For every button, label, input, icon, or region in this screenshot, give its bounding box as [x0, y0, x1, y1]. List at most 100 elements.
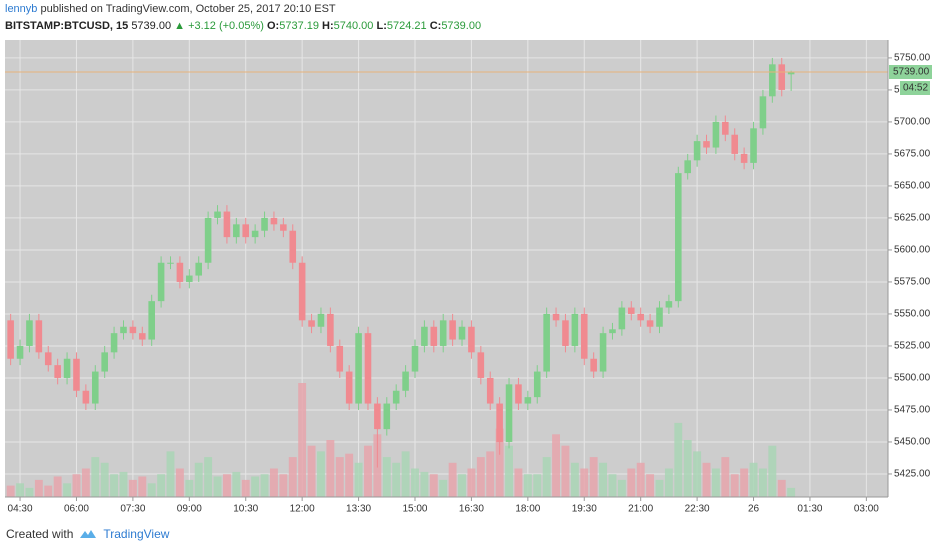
volume-bar: [758, 468, 767, 497]
candle-body: [214, 211, 221, 218]
candle-body: [637, 313, 644, 321]
volume-bar: [119, 471, 128, 497]
volume-bar: [326, 440, 335, 497]
volume-bar: [354, 462, 363, 497]
volume-bar: [439, 479, 448, 497]
candle-body: [609, 329, 616, 334]
volume-bar: [194, 462, 203, 497]
volume-bar: [25, 487, 34, 497]
countdown: 04:52: [903, 83, 928, 94]
candle-body: [740, 153, 748, 163]
candle-body: [280, 224, 287, 231]
candle-body: [646, 320, 654, 327]
volume-bar: [589, 457, 598, 497]
volume-bar: [711, 468, 720, 497]
volume-bar: [617, 479, 626, 497]
candle-body: [204, 217, 212, 263]
candle-body: [308, 320, 315, 327]
candle-body: [580, 313, 588, 359]
volume-bar: [505, 445, 513, 497]
candle-body: [139, 333, 146, 340]
symbol: BITSTAMP:BTCUSD, 15: [5, 20, 129, 32]
x-tick-label: 13:30: [346, 504, 371, 515]
y-tick-label: 5450.00: [894, 437, 931, 448]
volume-bar: [260, 474, 269, 497]
published: published on TradingView.com, October 25…: [40, 3, 336, 15]
volume-bar: [44, 485, 53, 497]
x-tick-label: 16:30: [459, 504, 484, 515]
y-tick-label: 5675.00: [894, 149, 931, 160]
x-tick-label: 26: [748, 504, 760, 515]
volume-bar: [6, 485, 15, 497]
y-tick-label: 5500.00: [894, 373, 931, 384]
candle-body: [336, 345, 344, 372]
price-tag-label: 5739.00: [893, 67, 930, 78]
candle-body: [392, 390, 400, 404]
candle-body: [703, 141, 710, 148]
candle-body: [458, 326, 466, 340]
volume-bar: [429, 474, 438, 497]
volume-bar: [655, 479, 664, 497]
volume-bar: [674, 422, 683, 497]
countdown-tag: [900, 81, 930, 96]
volume-bar: [53, 476, 62, 497]
volume-bar: [702, 462, 711, 497]
c-val: 5739.00: [441, 20, 482, 32]
x-tick-label: 04:30: [8, 504, 33, 515]
candle-body: [63, 358, 71, 378]
o-key: O:: [266, 20, 280, 32]
logo[interactable]: [79, 528, 97, 540]
l-val: 5724.21: [386, 20, 427, 32]
volume-bar: [138, 476, 147, 497]
candle-body: [571, 313, 579, 346]
x-tick-label: 09:00: [177, 504, 202, 515]
volume-bar: [542, 457, 551, 497]
volume-bar: [787, 487, 796, 497]
candle-body: [82, 390, 90, 404]
brand[interactable]: TradingView: [103, 527, 170, 541]
volume-bar: [608, 474, 617, 497]
volume-bar: [128, 479, 137, 497]
volume-bar: [730, 474, 739, 497]
volume-bar: [495, 428, 504, 497]
candle-body: [684, 160, 691, 174]
candle-body: [778, 64, 786, 90]
volume-bar: [627, 468, 636, 497]
volume-bar: [749, 462, 758, 497]
volume-bar: [523, 474, 532, 497]
volume-bar: [222, 474, 231, 497]
candle-body: [54, 365, 61, 378]
x-tick-label: 12:00: [290, 504, 315, 515]
candle-body: [374, 403, 381, 430]
y-tick-label: 5475.00: [894, 405, 931, 416]
y-tick-label: 5650.00: [894, 181, 931, 192]
candle-body: [298, 262, 306, 321]
volume-bar: [166, 451, 175, 497]
x-tick-label: 18:00: [515, 504, 540, 515]
volume-bar: [34, 479, 43, 497]
candle-body: [383, 403, 391, 430]
y-tick-label: 5525.00: [894, 341, 931, 352]
volume-bar: [768, 445, 777, 497]
volume-bar: [570, 462, 579, 497]
y-tick-label: 5550.00: [894, 309, 931, 320]
publish-line: lennyb published on TradingView.com, Oct…: [5, 3, 336, 15]
volume-bar: [411, 468, 419, 497]
author[interactable]: lennyb: [5, 3, 38, 15]
h-val: 5740.00: [333, 20, 374, 32]
candle-body: [533, 371, 541, 398]
price-tag: [889, 65, 932, 80]
candle-body: [599, 333, 607, 372]
candle-body: [195, 262, 203, 276]
candle-body: [289, 230, 297, 263]
candle-body: [496, 403, 503, 442]
volume-bar: [335, 457, 344, 497]
volume-bar: [382, 457, 391, 497]
candle-body: [16, 345, 24, 359]
candle-body: [242, 224, 250, 238]
chart: 5425.00 5450.00 5475.00 5500.00 5525.00 5550.…: [5, 40, 932, 515]
h-key: H:: [322, 20, 334, 32]
candle-body: [270, 217, 278, 225]
candle-body: [251, 230, 259, 238]
